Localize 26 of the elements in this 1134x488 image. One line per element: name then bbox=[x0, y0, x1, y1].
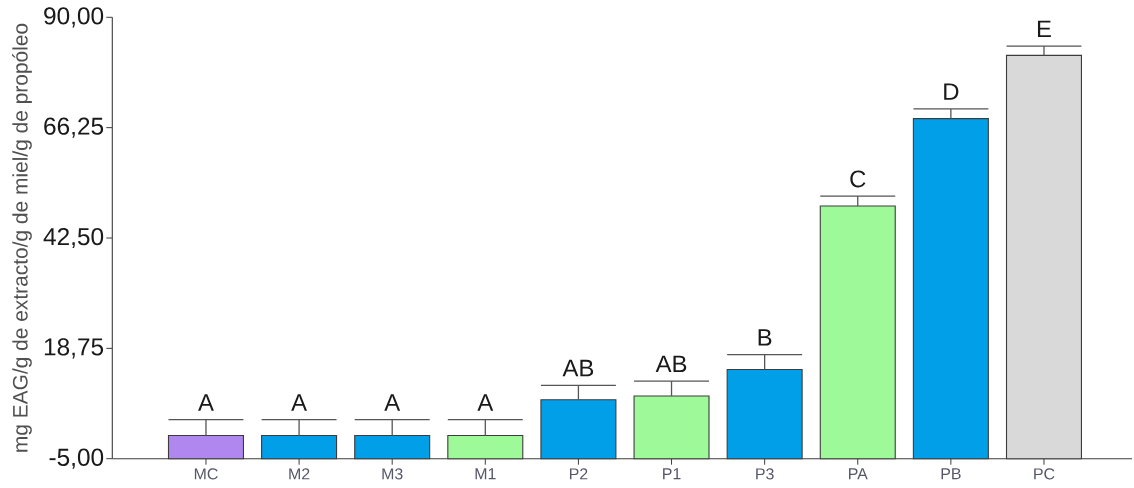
annotation: A bbox=[291, 394, 308, 411]
x-tick-label: P1 bbox=[663, 468, 681, 480]
x-tick-label: MC bbox=[194, 468, 218, 480]
y-tick-label: -5,00 bbox=[49, 448, 104, 469]
annotation: D bbox=[944, 83, 959, 100]
annotation: C bbox=[850, 170, 866, 188]
annotation: A bbox=[198, 394, 214, 411]
x-tick-label: PC bbox=[1034, 468, 1055, 480]
annotation: B bbox=[758, 329, 772, 346]
annotation: A bbox=[477, 394, 494, 411]
annotation: A bbox=[384, 394, 401, 411]
x-tick-label: P2 bbox=[569, 468, 588, 480]
x-tick-label: PA bbox=[849, 468, 868, 480]
x-tick-label: M3 bbox=[382, 468, 403, 480]
x-tick-label: M1 bbox=[475, 468, 496, 480]
x-tick-label: M2 bbox=[289, 468, 310, 480]
annotation: E bbox=[1037, 20, 1051, 38]
annotation: AB bbox=[655, 355, 687, 373]
y-tick-label: 66,25 bbox=[44, 117, 104, 138]
y-tick-label: 90,00 bbox=[44, 7, 104, 28]
y-tick-label: 42,50 bbox=[43, 227, 104, 249]
y-tick-label: 18,75 bbox=[44, 338, 104, 359]
x-tick-label: P3 bbox=[756, 468, 774, 480]
annotation: AB bbox=[562, 359, 594, 377]
x-tick-label: PB bbox=[941, 468, 961, 480]
y-axis-title: mg EAG/g de extracto/g de miel/g de propóleo bbox=[12, 23, 32, 452]
